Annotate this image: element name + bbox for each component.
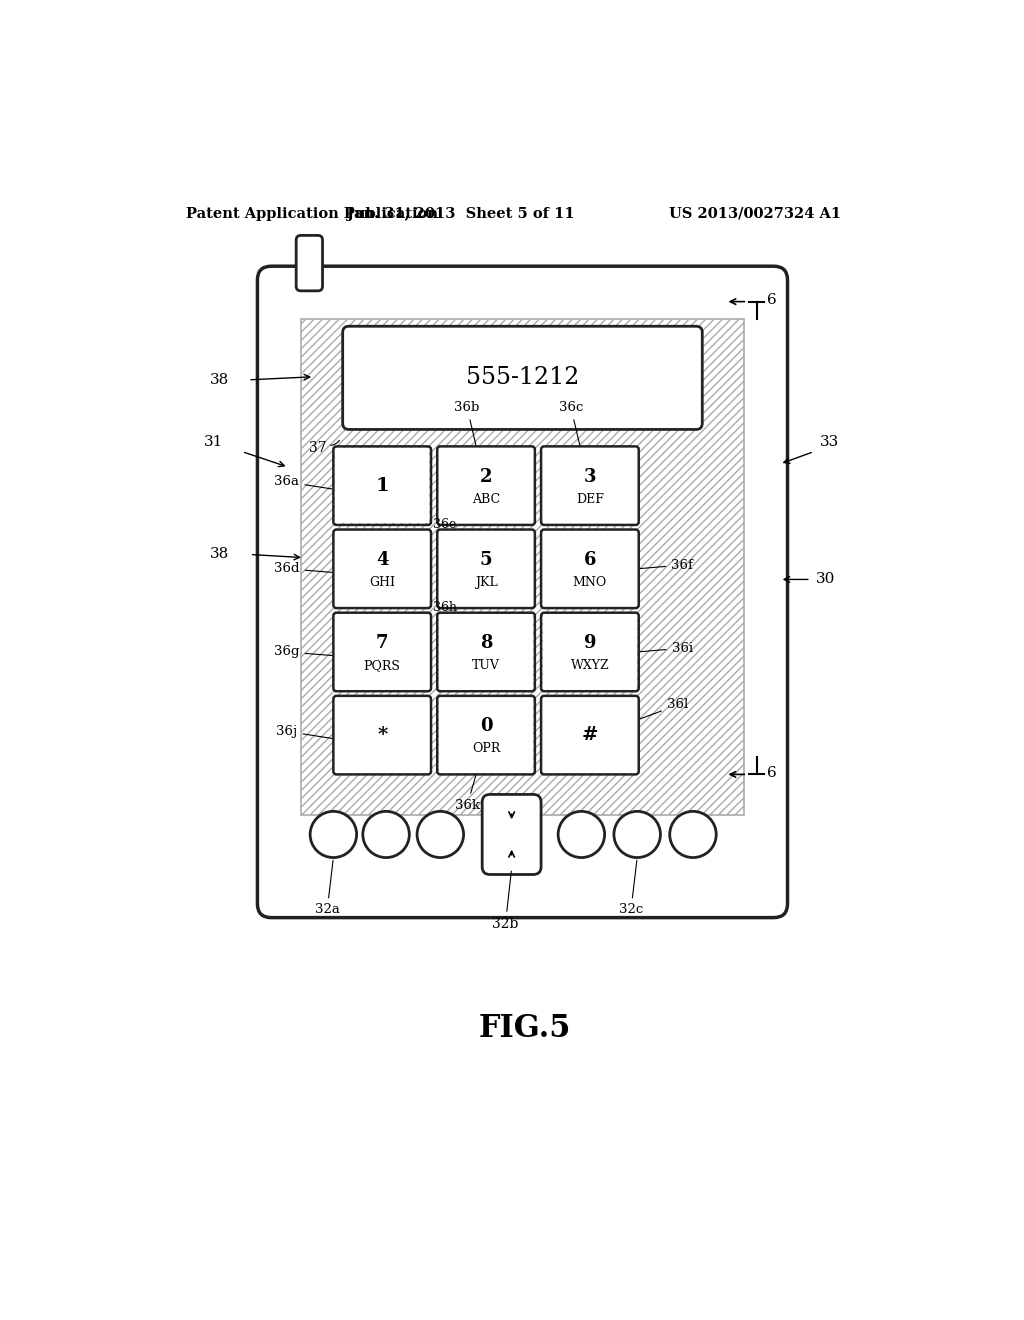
Text: Patent Application Publication: Patent Application Publication: [186, 207, 438, 220]
Text: 32a: 32a: [314, 861, 340, 916]
Text: #: #: [582, 726, 598, 744]
FancyBboxPatch shape: [257, 267, 787, 917]
Circle shape: [310, 812, 356, 858]
Text: 32b: 32b: [493, 871, 518, 931]
Text: 5: 5: [479, 550, 493, 569]
Text: 6: 6: [584, 550, 596, 569]
FancyBboxPatch shape: [296, 235, 323, 290]
Bar: [438, 614, 534, 689]
Text: JKL: JKL: [475, 576, 498, 589]
Bar: [335, 447, 429, 524]
Text: 2: 2: [480, 467, 493, 486]
Text: WXYZ: WXYZ: [570, 659, 609, 672]
Text: 36b: 36b: [455, 401, 480, 445]
Text: FIG.5: FIG.5: [478, 1012, 571, 1044]
Text: 30: 30: [816, 573, 836, 586]
Bar: [438, 697, 534, 774]
Text: 31: 31: [204, 436, 223, 449]
Text: 36a: 36a: [274, 475, 332, 488]
Text: 36d: 36d: [274, 562, 332, 576]
Text: 38: 38: [210, 372, 228, 387]
Text: 1: 1: [376, 477, 389, 495]
FancyBboxPatch shape: [334, 612, 431, 692]
Text: 36k: 36k: [455, 776, 479, 812]
Circle shape: [614, 812, 660, 858]
Text: 36j: 36j: [276, 725, 332, 738]
Text: 36h: 36h: [433, 601, 458, 614]
Text: MNO: MNO: [572, 576, 607, 589]
FancyBboxPatch shape: [541, 696, 639, 775]
Text: 36e: 36e: [433, 517, 457, 531]
Text: OPR: OPR: [472, 742, 501, 755]
Text: US 2013/0027324 A1: US 2013/0027324 A1: [669, 207, 841, 220]
Bar: [543, 614, 637, 689]
Text: PQRS: PQRS: [364, 659, 400, 672]
Text: 36i: 36i: [640, 642, 692, 655]
Bar: [301, 318, 744, 816]
FancyBboxPatch shape: [334, 696, 431, 775]
Text: GHI: GHI: [370, 576, 395, 589]
Text: 9: 9: [584, 634, 596, 652]
Text: DEF: DEF: [575, 492, 604, 506]
Text: *: *: [377, 726, 387, 744]
Text: 36c: 36c: [559, 401, 584, 445]
Circle shape: [558, 812, 604, 858]
Text: 32c: 32c: [618, 861, 643, 916]
Text: 3: 3: [584, 467, 596, 486]
Circle shape: [417, 812, 464, 858]
FancyBboxPatch shape: [343, 326, 702, 429]
FancyBboxPatch shape: [334, 529, 431, 609]
Text: 33: 33: [820, 436, 840, 449]
Text: 8: 8: [480, 634, 493, 652]
Circle shape: [362, 812, 410, 858]
Text: 0: 0: [479, 717, 493, 735]
Text: 7: 7: [376, 634, 388, 652]
Text: 38: 38: [210, 548, 228, 561]
Text: 36g: 36g: [274, 645, 332, 659]
Text: 6: 6: [767, 766, 777, 780]
Text: ABC: ABC: [472, 492, 500, 506]
FancyBboxPatch shape: [541, 529, 639, 609]
FancyBboxPatch shape: [437, 446, 535, 525]
Text: 37: 37: [309, 441, 327, 455]
FancyBboxPatch shape: [541, 446, 639, 525]
Text: Jan. 31, 2013  Sheet 5 of 11: Jan. 31, 2013 Sheet 5 of 11: [347, 207, 575, 220]
FancyBboxPatch shape: [437, 529, 535, 609]
Text: TUV: TUV: [472, 659, 500, 672]
Text: 555-1212: 555-1212: [466, 367, 580, 389]
Circle shape: [670, 812, 716, 858]
Text: 4: 4: [376, 550, 388, 569]
Text: 6: 6: [767, 293, 777, 308]
Text: 36l: 36l: [640, 698, 688, 719]
Text: 36f: 36f: [640, 558, 693, 572]
FancyBboxPatch shape: [482, 795, 541, 874]
